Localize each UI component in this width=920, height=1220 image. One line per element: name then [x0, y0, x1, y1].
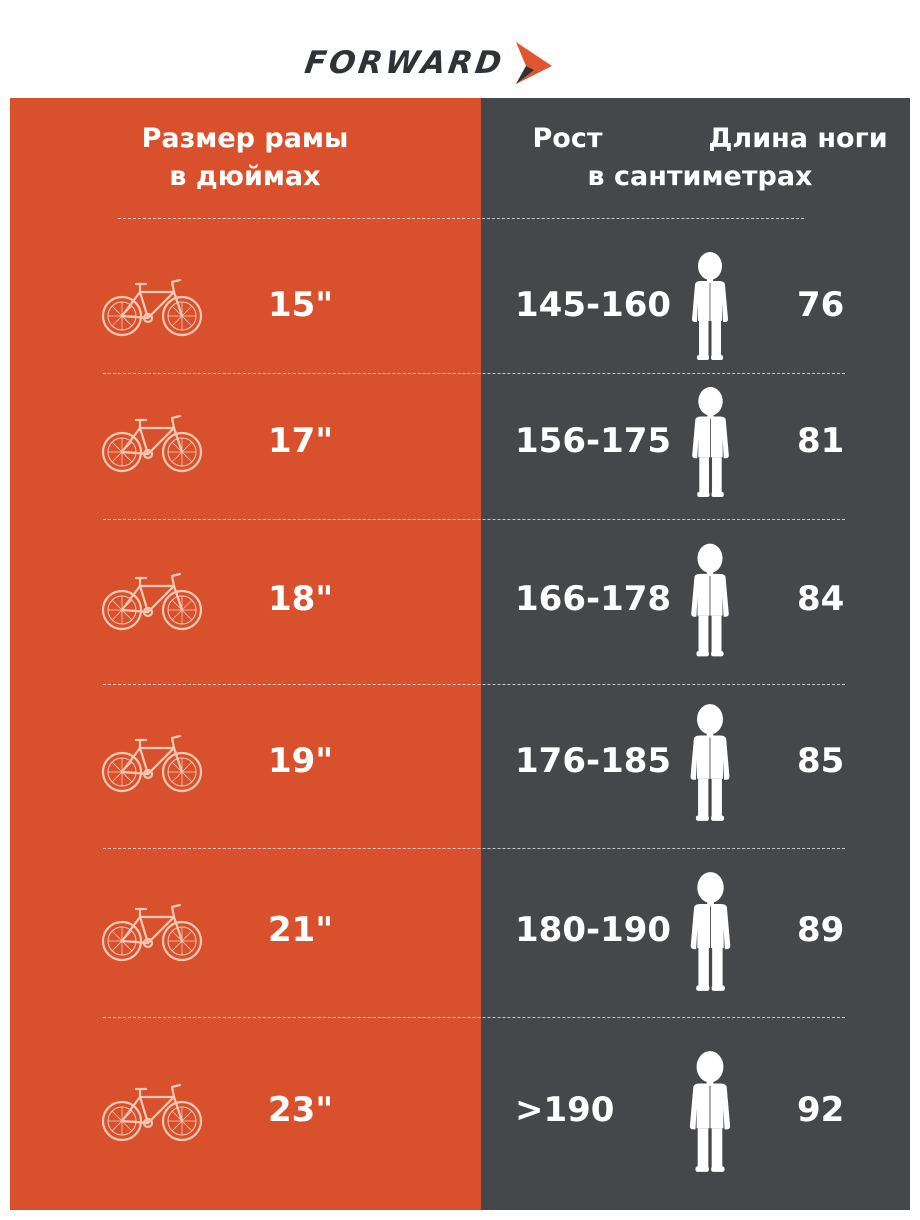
- frame-size-column: [10, 98, 481, 1210]
- bicycle-icon: [100, 568, 204, 636]
- leg-length-value: 89: [797, 910, 845, 950]
- person-icon: [687, 251, 733, 365]
- frame-size-value: 17": [268, 421, 334, 461]
- bicycle-icon: [100, 899, 204, 967]
- person-icon: [684, 1050, 736, 1177]
- row-divider: [103, 373, 845, 374]
- person-icon: [687, 386, 734, 502]
- frame-size-value: 23": [268, 1090, 334, 1130]
- height-range-value: 145-160: [515, 285, 672, 325]
- leg-length-value: 76: [797, 285, 845, 325]
- row-divider: [103, 684, 845, 685]
- person-icon: [685, 871, 736, 996]
- bicycle-icon: [100, 410, 204, 478]
- bicycle-icon: [100, 274, 204, 342]
- frame-size-value: 15": [268, 285, 334, 325]
- leg-length-header: Длина ноги: [708, 123, 888, 154]
- frame-size-value: 18": [268, 579, 334, 619]
- leg-length-value: 92: [797, 1090, 845, 1130]
- brand-logo: FORWARD: [302, 36, 554, 90]
- leg-length-value: 81: [797, 421, 845, 461]
- height-range-value: >190: [515, 1090, 615, 1130]
- height-range-value: 156-175: [515, 421, 672, 461]
- row-divider: [103, 1017, 845, 1018]
- leg-length-value: 85: [797, 741, 845, 781]
- leg-length-value: 84: [797, 579, 845, 619]
- height-range-value: 176-185: [515, 741, 672, 781]
- frame-size-value: 21": [268, 910, 334, 950]
- frame-size-value: 19": [268, 741, 334, 781]
- row-divider: [103, 848, 845, 849]
- header: FORWARD: [0, 0, 920, 98]
- person-icon: [685, 703, 735, 826]
- bicycle-icon: [100, 1079, 204, 1147]
- row-divider: [103, 519, 845, 520]
- bottom-margin: [0, 1210, 920, 1220]
- height-range-value: 166-178: [515, 579, 672, 619]
- logo-arrow-icon: [516, 42, 553, 84]
- header-divider: [118, 218, 804, 219]
- logo-text: FORWARD: [302, 45, 507, 81]
- bicycle-icon: [100, 730, 204, 798]
- unit-header: в сантиметрах: [587, 161, 813, 192]
- frame-size-header: Размер рамы в дюймах: [141, 123, 349, 192]
- height-header: Рост: [532, 123, 603, 154]
- height-range-value: 180-190: [515, 910, 672, 950]
- person-icon: [686, 542, 734, 662]
